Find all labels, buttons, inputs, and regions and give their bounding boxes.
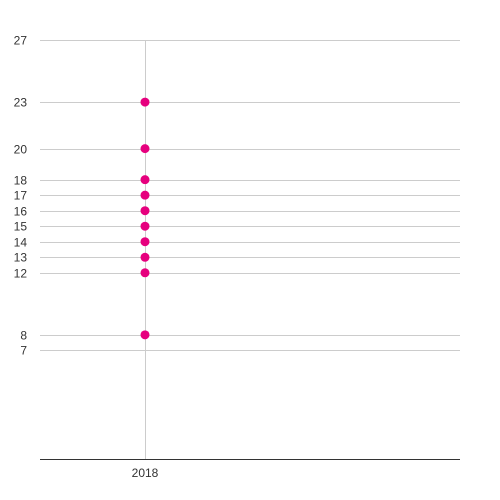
- data-point: [140, 237, 150, 247]
- data-point: [140, 97, 150, 107]
- data-point: [140, 330, 150, 340]
- data-point: [140, 206, 150, 216]
- data-point: [140, 144, 150, 154]
- x-axis: 2018: [40, 459, 460, 480]
- y-tick-label: 12: [14, 267, 28, 281]
- y-tick-label: 7: [20, 344, 27, 358]
- y-tick-label: 8: [20, 329, 27, 343]
- y-tick-label: 15: [14, 220, 28, 234]
- y-tick-label: 27: [14, 34, 28, 48]
- x-tick-label: 2018: [132, 466, 159, 480]
- data-point: [140, 175, 150, 185]
- data-point: [140, 252, 150, 262]
- data-point: [140, 190, 150, 200]
- gridlines: [40, 40, 460, 459]
- y-tick-label: 14: [14, 236, 28, 250]
- y-tick-label: 23: [14, 96, 28, 110]
- y-tick-label: 16: [14, 205, 28, 219]
- y-tick-label: 13: [14, 251, 28, 265]
- data-point: [140, 221, 150, 231]
- y-tick-label: 18: [14, 174, 28, 188]
- data-points: [140, 97, 150, 340]
- y-tick-label: 20: [14, 143, 28, 157]
- y-tick-label: 17: [14, 189, 28, 203]
- data-point: [140, 268, 150, 278]
